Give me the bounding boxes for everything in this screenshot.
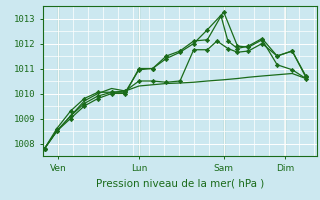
X-axis label: Pression niveau de la mer( hPa ): Pression niveau de la mer( hPa ) [96,179,264,189]
